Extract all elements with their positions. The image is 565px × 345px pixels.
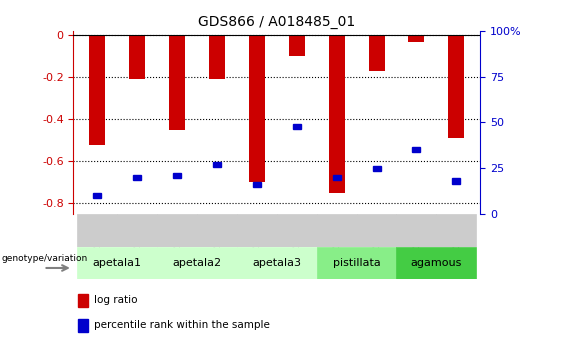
Bar <box>412 147 420 152</box>
Bar <box>237 247 317 279</box>
Bar <box>77 214 118 247</box>
Bar <box>397 247 476 279</box>
Bar <box>436 214 476 247</box>
Bar <box>93 193 101 198</box>
Text: genotype/variation: genotype/variation <box>2 254 88 263</box>
Bar <box>289 35 305 56</box>
Text: apetala2: apetala2 <box>172 258 221 268</box>
Bar <box>77 247 157 279</box>
Text: apetala3: apetala3 <box>253 258 301 268</box>
Text: log ratio: log ratio <box>94 296 137 305</box>
Bar <box>129 35 145 79</box>
Text: apetala1: apetala1 <box>93 258 142 268</box>
Text: agamous: agamous <box>411 258 462 268</box>
Bar <box>157 214 197 247</box>
Bar <box>293 124 301 129</box>
Bar <box>78 294 88 307</box>
Bar <box>317 214 357 247</box>
Text: percentile rank within the sample: percentile rank within the sample <box>94 321 270 331</box>
Bar <box>317 247 397 279</box>
Bar <box>453 178 460 184</box>
Bar <box>173 173 181 178</box>
Bar <box>118 214 157 247</box>
Bar <box>277 214 317 247</box>
Title: GDS866 / A018485_01: GDS866 / A018485_01 <box>198 14 355 29</box>
Bar <box>78 319 88 332</box>
Bar <box>333 175 341 180</box>
Bar <box>249 35 265 183</box>
Bar <box>408 35 424 41</box>
Bar <box>368 35 385 71</box>
Bar <box>133 175 141 180</box>
Bar <box>449 35 464 138</box>
Bar <box>157 247 237 279</box>
Bar <box>237 214 277 247</box>
Bar <box>357 214 397 247</box>
Bar <box>329 35 345 193</box>
Bar <box>397 214 436 247</box>
Bar <box>169 35 185 130</box>
Bar <box>197 214 237 247</box>
Bar <box>253 182 261 187</box>
Bar <box>89 35 105 145</box>
Bar <box>213 162 221 167</box>
Bar <box>209 35 225 79</box>
Text: pistillata: pistillata <box>333 258 380 268</box>
Bar <box>372 166 381 171</box>
